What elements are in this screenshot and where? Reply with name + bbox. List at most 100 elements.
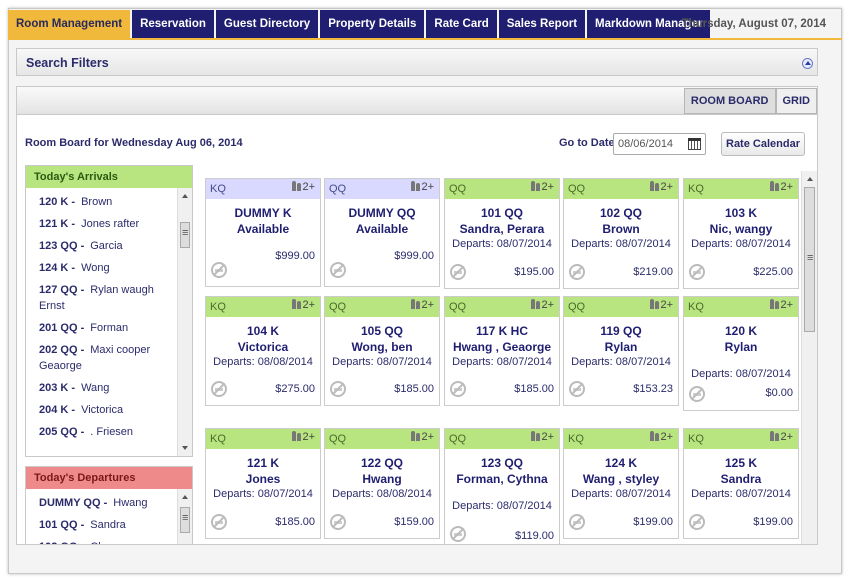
room-card[interactable]: KQ 2+ 104 K Victorica Departs: 08/08/2014 $27… (205, 296, 321, 406)
room-card-header: KQ 2+ (206, 297, 320, 317)
room-rate: $275.00 (275, 383, 315, 395)
no-smoking-icon (689, 514, 705, 530)
occupancy: 2+ (770, 181, 793, 193)
arrivals-title: Today's Arrivals (26, 166, 192, 188)
room-board-panel: ROOM BOARD GRID Room Board for Wednesday… (16, 86, 818, 545)
scroll-thumb[interactable] (180, 222, 190, 248)
list-item[interactable]: 202 QQ - Maxi cooper Geaorge (39, 342, 176, 374)
room-card-header: KQ 2+ (564, 429, 678, 449)
scroll-down-icon[interactable] (182, 446, 188, 450)
list-item[interactable]: 203 K - Wang (39, 380, 176, 396)
room-type: KQ (688, 433, 704, 445)
board-title: Room Board for Wednesday Aug 06, 2014 (25, 137, 243, 149)
list-item[interactable]: 127 QQ - Rylan waugh Ernst (39, 282, 176, 314)
room-type: KQ (210, 433, 226, 445)
search-filters-panel[interactable]: Search Filters (16, 48, 818, 76)
room-card[interactable]: QQ 2+ 105 QQ Wong, ben Departs: 08/07/2014 $1… (324, 296, 440, 406)
room-card[interactable]: QQ 2+ 122 QQ Hwang Departs: 08/08/2014 $159.0… (324, 428, 440, 539)
tab-reservation[interactable]: Reservation (132, 10, 214, 38)
room-card[interactable]: QQ 2+ 102 QQ Brown Departs: 08/07/2014 $219.0… (563, 178, 679, 289)
person-icon (770, 299, 775, 309)
list-item-room: 202 QQ - (39, 344, 85, 356)
list-item[interactable]: 201 QQ - Forman (39, 320, 176, 336)
search-filters-title: Search Filters (26, 56, 109, 70)
room-number: 119 QQ (600, 324, 642, 338)
scroll-up-icon[interactable] (807, 177, 813, 181)
no-smoking-icon (211, 262, 227, 278)
list-item[interactable]: 205 QQ - . Friesen (39, 424, 176, 440)
board-scrollbar[interactable] (801, 171, 817, 544)
person-icon (775, 183, 780, 191)
arrivals-scrollbar[interactable] (177, 188, 192, 456)
person-icon (297, 183, 302, 191)
departure-date: Departs: 08/07/2014 (571, 356, 671, 368)
list-item[interactable]: 204 K - Victorica (39, 402, 176, 418)
room-card[interactable]: KQ 2+ 121 K Jones Departs: 08/07/2014 $185.00 (205, 428, 321, 539)
list-item[interactable]: 124 K - Wong (39, 260, 176, 276)
room-number: 125 K (724, 456, 758, 470)
guest-name: Available (236, 222, 290, 236)
collapse-icon[interactable] (802, 58, 813, 69)
list-item-room: 120 K - (39, 196, 76, 208)
tab-rate-card[interactable]: Rate Card (426, 10, 497, 38)
occupancy-count: 2+ (660, 299, 673, 311)
person-icon (655, 183, 660, 191)
list-item[interactable]: 102 QQ - Chan (39, 539, 176, 544)
room-card[interactable]: QQ 2+ 101 QQ Sandra, Perara Departs: 08/07/2… (444, 178, 560, 289)
occupancy: 2+ (411, 299, 434, 311)
list-item[interactable]: 101 QQ - Sandra (39, 517, 176, 533)
occupancy-count: 2+ (780, 181, 793, 193)
person-icon (655, 301, 660, 309)
room-card[interactable]: KQ 2+ 125 K Sandra Departs: 08/07/2014 $199.0… (683, 428, 799, 539)
room-card[interactable]: KQ 2+ 124 K Wang , styley Departs: 08/07/201… (563, 428, 679, 539)
room-card[interactable]: QQ 2+ 117 K HC Hwang , Geaorge Departs: 08/0… (444, 296, 560, 406)
scroll-up-icon[interactable] (182, 194, 188, 198)
occupancy-count: 2+ (302, 299, 315, 311)
tab-guest-directory[interactable]: Guest Directory (215, 10, 319, 38)
list-item[interactable]: 120 K - Brown (39, 194, 176, 210)
departures-scrollbar[interactable] (177, 489, 192, 544)
room-card[interactable]: KQ 2+ 120 K Rylan Departs: 08/07/2014 $0.00 (683, 296, 799, 411)
person-icon (536, 183, 541, 191)
room-rate: $219.00 (633, 266, 673, 278)
room-board-button[interactable]: ROOM BOARD (683, 88, 776, 114)
room-rate: $153.23 (633, 383, 673, 395)
occupancy: 2+ (531, 181, 554, 193)
person-icon (650, 181, 655, 191)
tab-markdown-manager[interactable]: Markdown Manager (587, 10, 711, 38)
list-item[interactable]: 123 QQ - Garcia (39, 238, 176, 254)
room-card[interactable]: QQ 2+ 123 QQ Forman, Cythna Departs: 08/07/2… (444, 428, 560, 544)
scroll-up-icon[interactable] (182, 495, 188, 499)
occupancy: 2+ (770, 299, 793, 311)
grid-button[interactable]: GRID (775, 88, 817, 114)
person-icon (531, 181, 536, 191)
list-item[interactable]: DUMMY QQ - Hwang (39, 495, 176, 511)
room-type: KQ (688, 301, 704, 313)
list-item-room: 101 QQ - (39, 519, 85, 531)
room-card-header: KQ 2+ (684, 429, 798, 449)
tab-room-management[interactable]: Room Management (8, 10, 131, 38)
occupancy-count: 2+ (780, 431, 793, 443)
goto-date-input[interactable] (613, 133, 706, 155)
person-icon (297, 301, 302, 309)
rate-calendar-button[interactable]: Rate Calendar (721, 132, 805, 156)
list-item-room: 203 K - (39, 382, 76, 394)
person-icon (416, 183, 421, 191)
list-item[interactable]: 121 K - Jones rafter (39, 216, 176, 232)
person-icon (292, 299, 297, 309)
room-card-header: QQ 2+ (445, 179, 559, 199)
room-card[interactable]: QQ 2+ 119 QQ Rylan Departs: 08/07/2014 $153.2… (563, 296, 679, 406)
room-card[interactable]: KQ 2+ DUMMY K Available $999.00 (205, 178, 321, 287)
calendar-icon[interactable] (688, 138, 701, 150)
room-number: DUMMY K (234, 206, 292, 220)
tab-sales-report[interactable]: Sales Report (498, 10, 586, 38)
guest-name: Rylan (724, 340, 758, 354)
scroll-thumb[interactable] (804, 187, 815, 332)
room-rate: $195.00 (514, 266, 554, 278)
room-card[interactable]: KQ 2+ 103 K Nic, wangy Departs: 08/07/2014 $2… (683, 178, 799, 289)
departure-date: Departs: 08/07/2014 (691, 238, 791, 250)
room-card[interactable]: QQ 2+ DUMMY QQ Available $999.00 (324, 178, 440, 287)
tab-property-details[interactable]: Property Details (320, 10, 425, 38)
scroll-thumb[interactable] (180, 507, 190, 533)
room-number: 101 QQ (480, 206, 524, 220)
